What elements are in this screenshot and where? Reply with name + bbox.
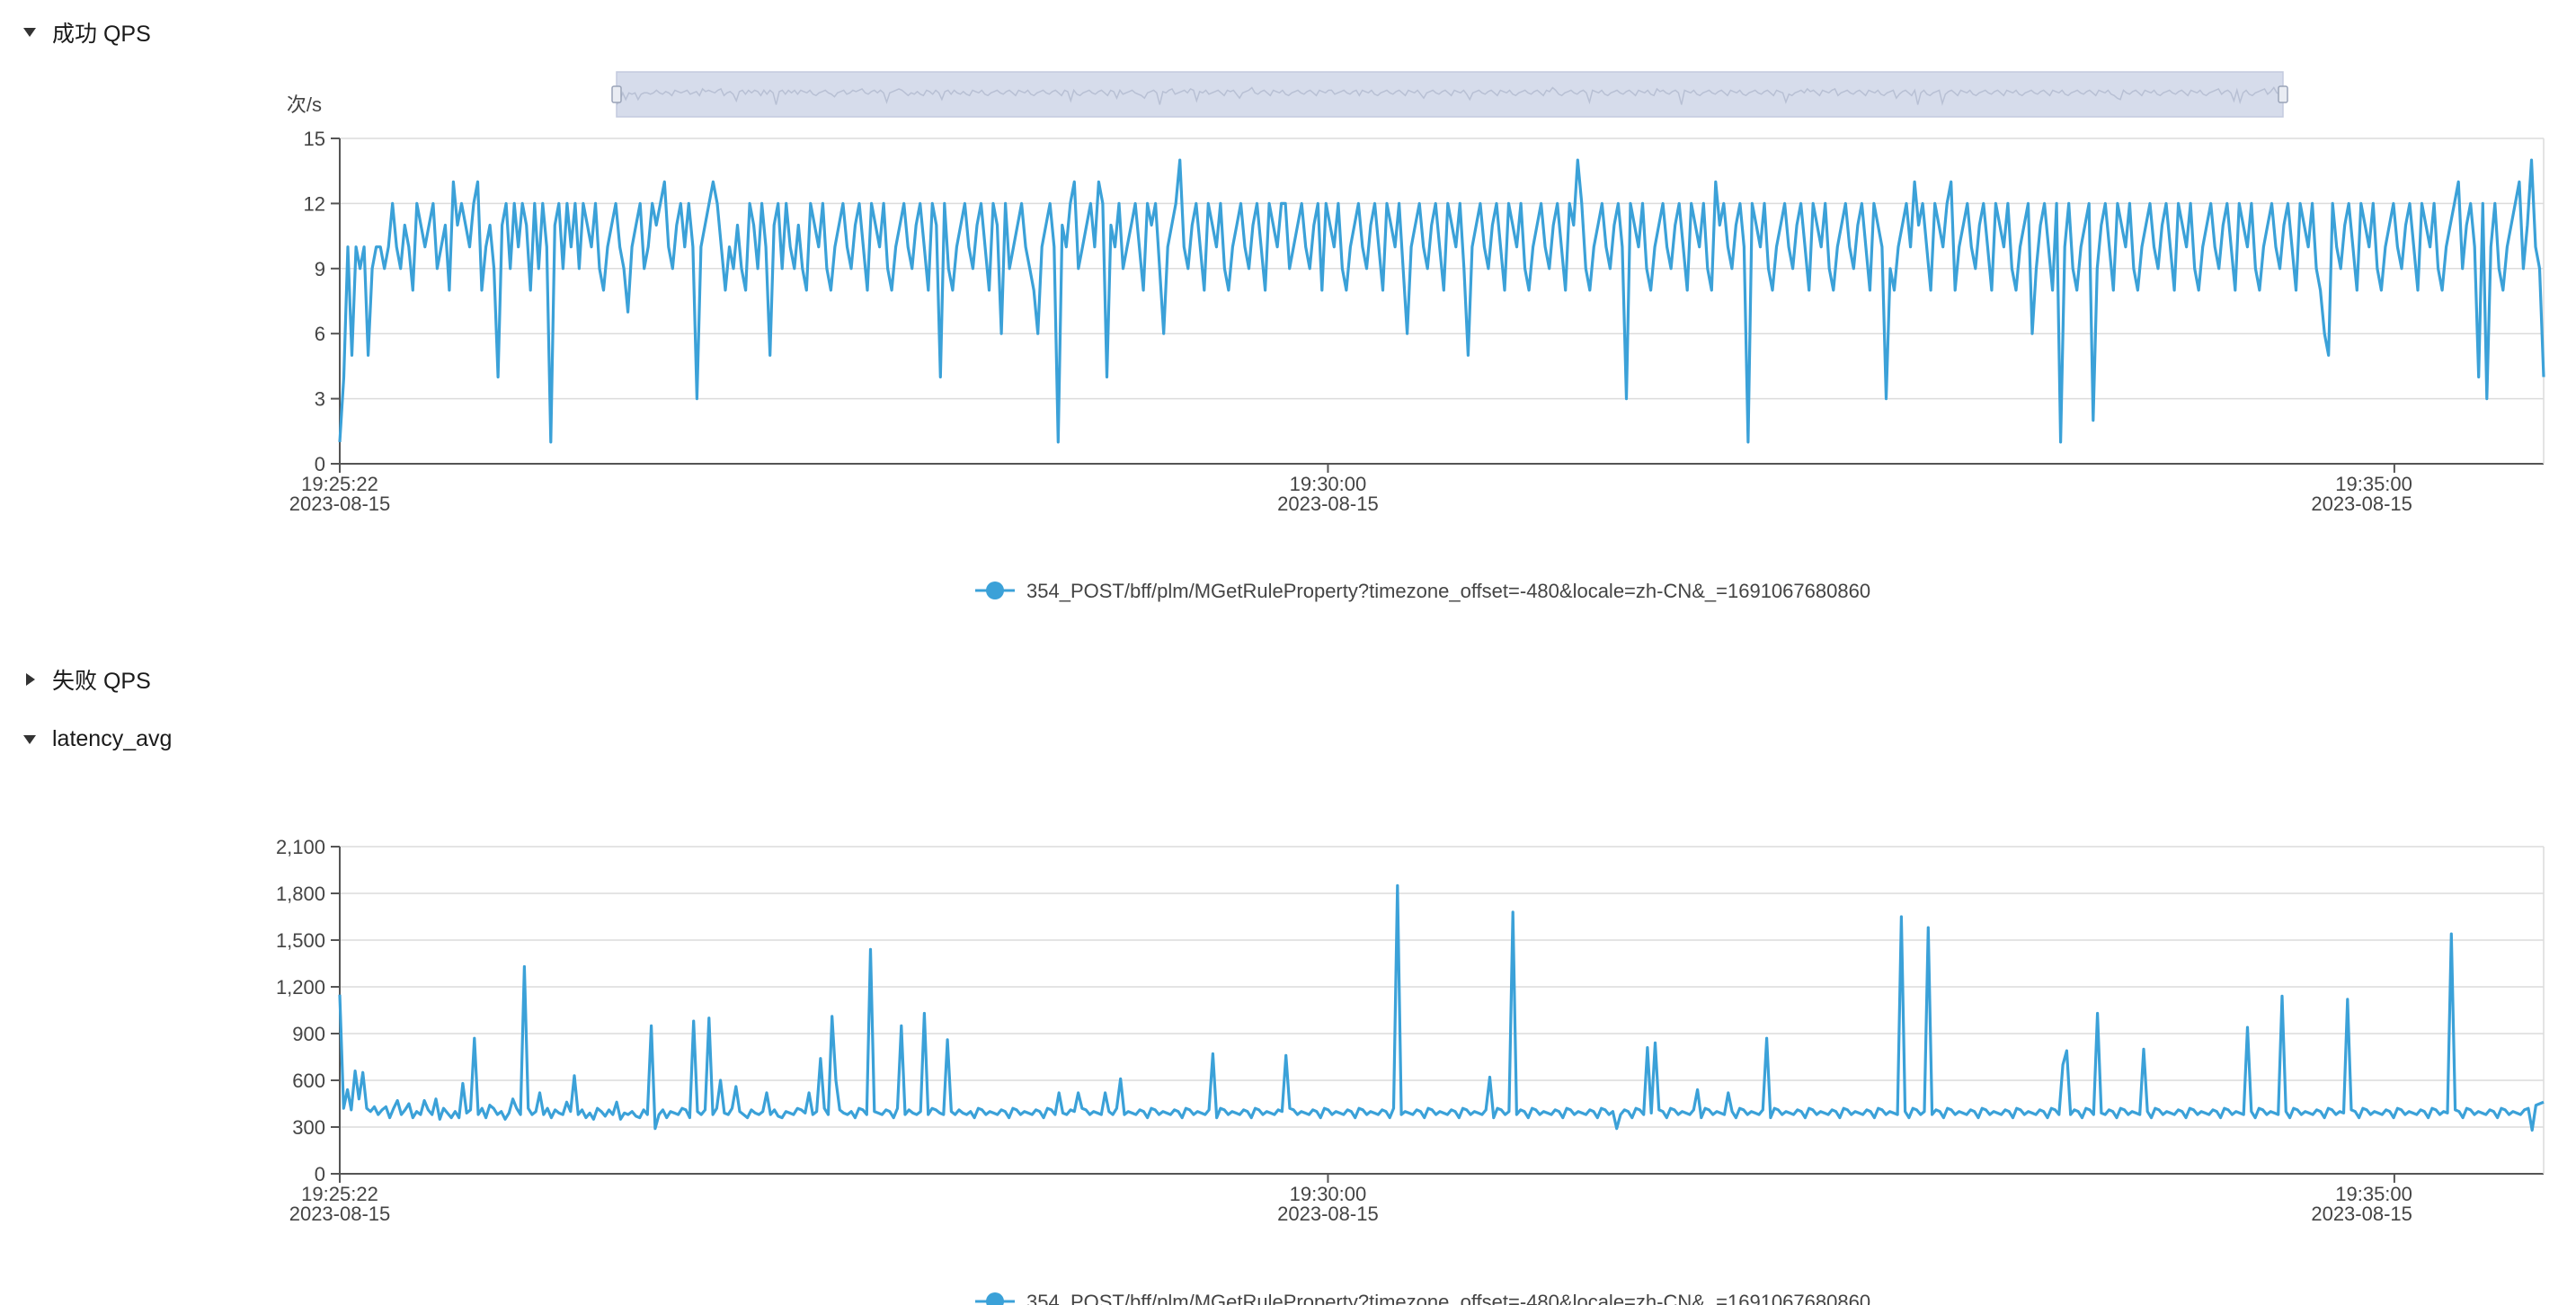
x-tick-date-label: 2023-08-15	[1277, 1203, 1379, 1225]
section-title: latency_avg	[52, 726, 173, 751]
x-tick-label: 19:25:22	[301, 1183, 378, 1205]
y-tick-label: 6	[315, 323, 325, 345]
x-tick-label: 19:30:00	[1290, 1183, 1367, 1205]
caret-down-icon	[23, 28, 36, 37]
caret-right-icon	[26, 673, 35, 686]
section-header-success-qps[interactable]: 成功 QPS	[23, 16, 151, 49]
datazoom-right-handle[interactable]	[2278, 85, 2288, 103]
legend-marker	[986, 1292, 1004, 1305]
y-tick-label: 600	[292, 1070, 325, 1092]
x-tick-label: 19:35:00	[2335, 1183, 2412, 1205]
legend-label: 354_POST/bff/plm/MGetRuleProperty?timezo…	[1026, 580, 1870, 602]
success-qps-chart: 03691215次/s19:25:222023-08-1519:30:00202…	[287, 71, 2545, 602]
x-tick-label: 19:35:00	[2335, 473, 2412, 495]
y-tick-label: 900	[292, 1023, 325, 1045]
y-axis-label: 次/s	[287, 93, 322, 116]
caret-down-icon	[23, 734, 36, 744]
y-tick-label: 0	[315, 1163, 325, 1185]
x-tick-date-label: 2023-08-15	[1277, 493, 1379, 515]
y-tick-label: 1,200	[276, 976, 325, 999]
y-tick-label: 1,500	[276, 929, 325, 952]
y-tick-label: 1,800	[276, 883, 325, 905]
y-tick-label: 9	[315, 258, 325, 280]
datazoom-preview-line	[616, 86, 2284, 106]
x-tick-date-label: 2023-08-15	[289, 493, 391, 515]
y-tick-label: 12	[304, 192, 325, 215]
y-tick-label: 3	[315, 388, 325, 411]
y-tick-label: 2,100	[276, 836, 325, 858]
x-tick-date-label: 2023-08-15	[289, 1203, 391, 1225]
series-line	[338, 883, 2545, 1132]
latency-avg-chart: 03006009001,2001,5001,8002,10019:25:2220…	[276, 836, 2545, 1305]
x-tick-date-label: 2023-08-15	[2311, 1203, 2412, 1225]
y-tick-label: 300	[292, 1116, 325, 1139]
section-header-fail-qps[interactable]: 失败 QPS	[23, 663, 151, 696]
y-tick-label: 0	[315, 453, 325, 475]
section-title: 成功 QPS	[52, 22, 151, 47]
y-tick-label: 15	[304, 128, 325, 150]
x-tick-date-label: 2023-08-15	[2311, 493, 2412, 515]
x-tick-label: 19:25:22	[301, 473, 378, 495]
legend-marker	[986, 581, 1004, 599]
x-tick-label: 19:30:00	[1290, 473, 1367, 495]
series-line	[338, 158, 2545, 444]
section-title: 失败 QPS	[52, 669, 151, 694]
datazoom-left-handle[interactable]	[611, 85, 622, 103]
legend-label: 354_POST/bff/plm/MGetRuleProperty?timezo…	[1026, 1291, 1870, 1305]
section-header-latency-avg[interactable]: latency_avg	[23, 726, 172, 752]
